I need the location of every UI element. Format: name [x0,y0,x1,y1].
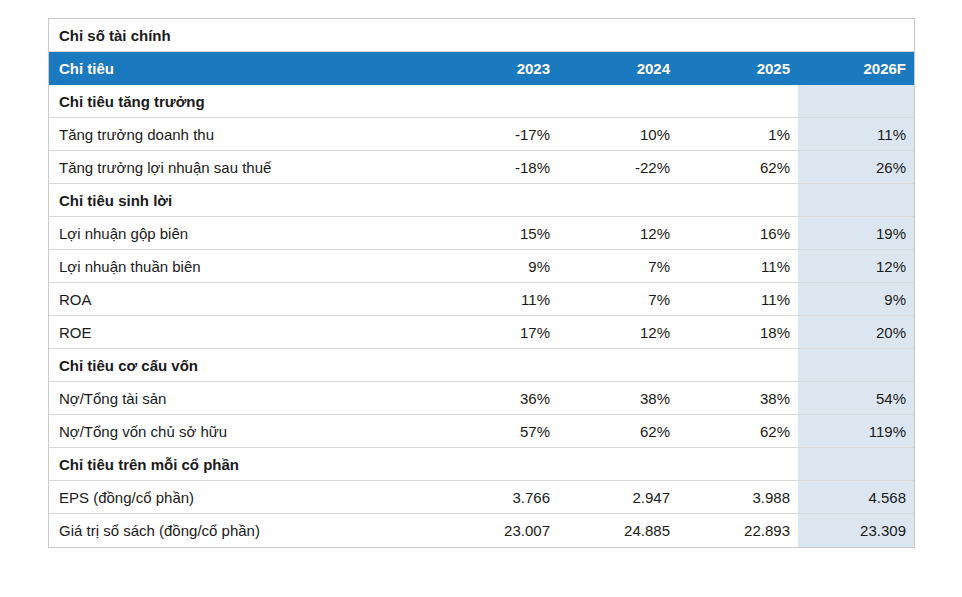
cell-value-2026f: 23.309 [798,514,914,547]
cell-value-2024: 7% [558,258,678,275]
section-row: Chỉ tiêu sinh lời [49,184,914,217]
cell-value-2024: 2.947 [558,489,678,506]
cell-value-2023: 17% [438,324,558,341]
table-row: ROE 17% 12% 18% 20% [49,316,914,349]
section-row: Chỉ tiêu trên mỗi cổ phần [49,448,914,481]
cell-value-2025: 62% [678,159,798,176]
cell-value-2024: 12% [558,225,678,242]
cell-value-2024: 62% [558,423,678,440]
cell-value-2025: 11% [678,258,798,275]
table-row: EPS (đồng/cổ phần) 3.766 2.947 3.988 4.5… [49,481,914,514]
section-forecast-cell [798,448,914,480]
row-label: Nợ/Tổng tài sản [49,390,438,407]
cell-value-2026f: 54% [798,382,914,414]
cell-value-2023: 3.766 [438,489,558,506]
cell-value-2024: 38% [558,390,678,407]
cell-value-2023: -17% [438,126,558,143]
row-label: Tăng trưởng doanh thu [49,126,438,143]
cell-value-2025: 18% [678,324,798,341]
section-forecast-cell [798,349,914,381]
cell-value-2025: 62% [678,423,798,440]
col-header-2024: 2024 [558,60,678,77]
section-row-label: Chỉ tiêu tăng trưởng [49,93,798,110]
cell-value-2025: 22.893 [678,522,798,539]
cell-value-2026f: 119% [798,415,914,447]
table-row: Tăng trưởng doanh thu -17% 10% 1% 11% [49,118,914,151]
cell-value-2023: 11% [438,291,558,308]
row-label: Lợi nhuận gộp biên [49,225,438,242]
section-row: Chỉ tiêu cơ cấu vốn [49,349,914,382]
row-label: ROE [49,324,438,341]
cell-value-2026f: 26% [798,151,914,183]
row-label: EPS (đồng/cổ phần) [49,489,438,506]
col-header-2025: 2025 [678,60,798,77]
table-row: Tăng trưởng lợi nhuận sau thuế -18% -22%… [49,151,914,184]
cell-value-2024: 10% [558,126,678,143]
cell-value-2026f: 19% [798,217,914,249]
table-row: Lợi nhuận gộp biên 15% 12% 16% 19% [49,217,914,250]
cell-value-2026f: 20% [798,316,914,348]
cell-value-2023: 36% [438,390,558,407]
cell-value-2024: -22% [558,159,678,176]
row-label: ROA [49,291,438,308]
section-forecast-cell [798,85,914,117]
financial-metrics-table: Chỉ số tài chính Chỉ tiêu 2023 2024 2025… [48,18,915,548]
section-row-label: Chỉ tiêu cơ cấu vốn [49,357,798,374]
cell-value-2025: 1% [678,126,798,143]
cell-value-2023: 57% [438,423,558,440]
table-body: Chỉ tiêu tăng trưởng Tăng trưởng doanh t… [49,85,914,547]
table-header-row: Chỉ tiêu 2023 2024 2025 2026F [49,52,914,85]
col-header-metric: Chỉ tiêu [49,60,438,77]
cell-value-2024: 24.885 [558,522,678,539]
col-header-2026f: 2026F [798,52,914,85]
section-row: Chỉ tiêu tăng trưởng [49,85,914,118]
table-title: Chỉ số tài chính [49,19,914,52]
cell-value-2025: 11% [678,291,798,308]
cell-value-2025: 3.988 [678,489,798,506]
section-forecast-cell [798,184,914,216]
table-row: Nợ/Tổng tài sản 36% 38% 38% 54% [49,382,914,415]
cell-value-2026f: 12% [798,250,914,282]
cell-value-2026f: 9% [798,283,914,315]
cell-value-2023: 9% [438,258,558,275]
table-row: ROA 11% 7% 11% 9% [49,283,914,316]
table-row: Lợi nhuận thuần biên 9% 7% 11% 12% [49,250,914,283]
row-label: Giá trị sổ sách (đồng/cổ phần) [49,522,438,539]
cell-value-2023: 23.007 [438,522,558,539]
cell-value-2023: 15% [438,225,558,242]
row-label: Nợ/Tổng vốn chủ sở hữu [49,423,438,440]
cell-value-2025: 16% [678,225,798,242]
table-row: Nợ/Tổng vốn chủ sở hữu 57% 62% 62% 119% [49,415,914,448]
cell-value-2026f: 11% [798,118,914,150]
cell-value-2026f: 4.568 [798,481,914,513]
cell-value-2025: 38% [678,390,798,407]
row-label: Lợi nhuận thuần biên [49,258,438,275]
cell-value-2023: -18% [438,159,558,176]
cell-value-2024: 12% [558,324,678,341]
section-row-label: Chỉ tiêu trên mỗi cổ phần [49,456,798,473]
section-row-label: Chỉ tiêu sinh lời [49,192,798,209]
table-row: Giá trị sổ sách (đồng/cổ phần) 23.007 24… [49,514,914,547]
row-label: Tăng trưởng lợi nhuận sau thuế [49,159,438,176]
cell-value-2024: 7% [558,291,678,308]
col-header-2023: 2023 [438,60,558,77]
